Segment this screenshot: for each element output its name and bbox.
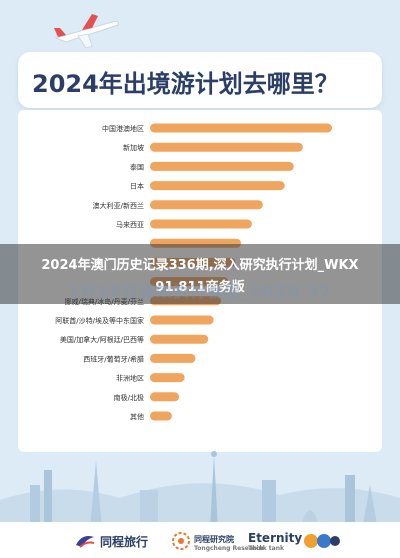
bar xyxy=(150,315,214,325)
bar-label: 新加坡 xyxy=(123,143,144,152)
bar-label: 南极/北极 xyxy=(114,393,144,402)
tongcheng-research-logo-text: 同程研究院 xyxy=(194,534,234,544)
bar-label: 日本 xyxy=(130,182,144,191)
headline-line-1: 2024年澳门历史记录336期,深入研究执行计划_WKX xyxy=(41,258,359,273)
title-card: 2024年出境游计划去哪里？ xyxy=(18,52,382,108)
bar-label: 澳大利亚/新西兰 xyxy=(93,201,144,210)
bar xyxy=(150,334,209,344)
bar xyxy=(150,200,263,210)
bar xyxy=(150,411,172,421)
tongcheng-research-logo-subtext: Tongcheng Research xyxy=(194,544,264,552)
bar-label: 非洲地区 xyxy=(116,374,144,383)
bar xyxy=(150,219,252,229)
bar xyxy=(150,142,303,152)
eternity-logo-text: Eternity xyxy=(248,530,303,545)
tongcheng-logo-icon xyxy=(76,536,95,548)
headline-line-2: 91.811商务版 xyxy=(155,280,245,295)
bar xyxy=(150,161,294,171)
bar-label: 美国/加拿大/阿根廷/巴西等 xyxy=(60,335,144,344)
bar xyxy=(150,353,196,363)
tongcheng-research-logo-icon xyxy=(172,532,190,550)
tongcheng-logo-text: 同程旅行 xyxy=(100,534,149,549)
airplane-icon xyxy=(54,14,119,49)
bar xyxy=(150,181,285,191)
bar xyxy=(150,373,185,383)
bar-label: 阿联酋/沙特/埃及等中东国家 xyxy=(55,316,144,325)
eternity-logo-icon xyxy=(304,534,341,548)
footer: 同程旅行 同程研究院 Tongcheng Research Eternity T… xyxy=(0,522,400,558)
bar xyxy=(150,392,180,402)
eternity-logo: Eternity Think tank xyxy=(248,530,342,552)
bar-label: 马来西亚 xyxy=(116,221,144,229)
bar xyxy=(150,123,332,133)
bar-label: 西班牙/葡萄牙/希腊 xyxy=(83,354,144,363)
city-skyline-illustration xyxy=(0,451,400,530)
bar-label: 泰国 xyxy=(130,162,144,171)
watermark-text: 1月19日高效执行管理_SRZ8.37 xyxy=(68,282,332,301)
tongcheng-logo: 同程旅行 xyxy=(74,530,148,552)
tongcheng-research-logo: 同程研究院 Tongcheng Research xyxy=(172,530,264,552)
bar-label: 中国港澳地区 xyxy=(102,124,144,133)
eternity-logo-subtext: Think tank xyxy=(248,544,284,552)
headline-overlay: 2024年澳门历史记录336期,深入研究执行计划_WKX 91.811商务版 xyxy=(0,244,400,304)
bar-label: 其他 xyxy=(130,412,144,421)
chart-title: 2024年出境游计划去哪里？ xyxy=(32,70,339,98)
